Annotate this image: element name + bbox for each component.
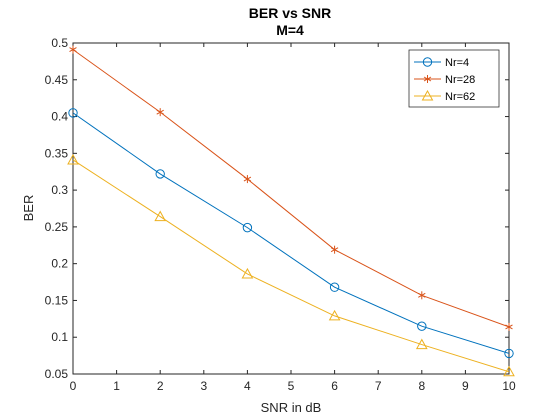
series-nr-28 bbox=[69, 45, 513, 331]
data-point-nr-28 bbox=[418, 291, 426, 300]
chart-title: BER vs SNR bbox=[249, 5, 331, 21]
x-tick-label: 10 bbox=[502, 379, 516, 393]
x-tick-label: 6 bbox=[331, 379, 338, 393]
data-point-nr-4 bbox=[504, 348, 514, 359]
legend-marker-nr-28 bbox=[423, 75, 432, 83]
data-point-nr-4 bbox=[329, 282, 340, 292]
x-tick-label: 8 bbox=[418, 379, 425, 393]
data-point-nr-62 bbox=[241, 267, 254, 279]
legend: Nr=4 Nr=28 Nr=62 bbox=[408, 49, 500, 108]
y-axis-ticks: 0.05 0.1 0.15 0.2 0.25 0.3 0.35 0.4 0.45 0.5 bbox=[45, 36, 509, 381]
series-line-nr-4 bbox=[72, 112, 510, 354]
y-axis-label: BER bbox=[21, 195, 36, 222]
series-nr-4 bbox=[68, 108, 514, 359]
data-point-nr-62 bbox=[415, 338, 428, 350]
x-tick-label: 3 bbox=[200, 379, 207, 393]
legend-marker-nr-62 bbox=[421, 89, 434, 101]
data-point-nr-28 bbox=[69, 45, 77, 54]
legend-label-nr-28: Nr=28 bbox=[445, 74, 475, 86]
data-point-nr-62 bbox=[503, 365, 515, 377]
y-tick-label: 0.3 bbox=[51, 183, 68, 197]
legend-item-nr-62: Nr=62 bbox=[414, 89, 475, 103]
data-point-nr-28 bbox=[243, 175, 252, 184]
asterisk-stroke bbox=[69, 47, 77, 53]
legend-label-nr-62: Nr=62 bbox=[445, 91, 475, 103]
x-axis-ticks: 0 1 2 3 4 5 6 7 8 9 10 bbox=[70, 43, 516, 393]
data-point-nr-62 bbox=[328, 309, 341, 321]
x-axis-label: SNR in dB bbox=[261, 400, 322, 415]
legend-label-nr-4: Nr=4 bbox=[445, 57, 469, 69]
asterisk-stroke bbox=[423, 76, 432, 82]
data-point-nr-28 bbox=[330, 245, 339, 254]
x-tick-label: 7 bbox=[375, 379, 382, 393]
asterisk-stroke bbox=[156, 109, 164, 115]
y-tick-label: 0.1 bbox=[51, 330, 68, 344]
legend-item-nr-28: Nr=28 bbox=[414, 74, 475, 86]
asterisk-stroke bbox=[505, 324, 513, 330]
data-point-nr-4 bbox=[155, 169, 165, 179]
y-tick-label: 0.2 bbox=[51, 257, 68, 271]
y-tick-label: 0.25 bbox=[45, 220, 69, 234]
x-tick-label: 1 bbox=[113, 379, 120, 393]
y-tick-label: 0.05 bbox=[45, 367, 69, 381]
x-tick-label: 5 bbox=[288, 379, 295, 393]
legend-marker-nr-4 bbox=[422, 57, 433, 67]
legend-item-nr-4: Nr=4 bbox=[414, 57, 469, 69]
series-line-nr-28 bbox=[72, 49, 510, 328]
x-tick-label: 0 bbox=[70, 379, 77, 393]
x-tick-label: 9 bbox=[462, 379, 469, 393]
asterisk-stroke bbox=[418, 292, 426, 298]
y-tick-label: 0.5 bbox=[51, 36, 68, 50]
x-tick-label: 4 bbox=[244, 379, 251, 393]
series-line-nr-62 bbox=[72, 159, 510, 373]
y-tick-label: 0.15 bbox=[45, 293, 69, 307]
data-point-nr-28 bbox=[505, 322, 513, 331]
asterisk-stroke bbox=[243, 176, 252, 182]
data-point-nr-4 bbox=[417, 321, 427, 331]
series-nr-62 bbox=[67, 153, 515, 377]
data-point-nr-62 bbox=[67, 153, 79, 165]
y-tick-label: 0.45 bbox=[45, 73, 69, 87]
y-tick-label: 0.4 bbox=[51, 110, 68, 124]
data-point-nr-62 bbox=[154, 210, 167, 222]
series-layer bbox=[67, 45, 515, 377]
data-point-nr-4 bbox=[68, 108, 78, 118]
chart-subtitle: M=4 bbox=[276, 22, 304, 38]
data-point-nr-28 bbox=[156, 108, 164, 117]
data-point-nr-4 bbox=[242, 222, 253, 233]
y-tick-label: 0.35 bbox=[45, 146, 69, 160]
x-tick-label: 2 bbox=[157, 379, 164, 393]
asterisk-stroke bbox=[330, 247, 339, 253]
